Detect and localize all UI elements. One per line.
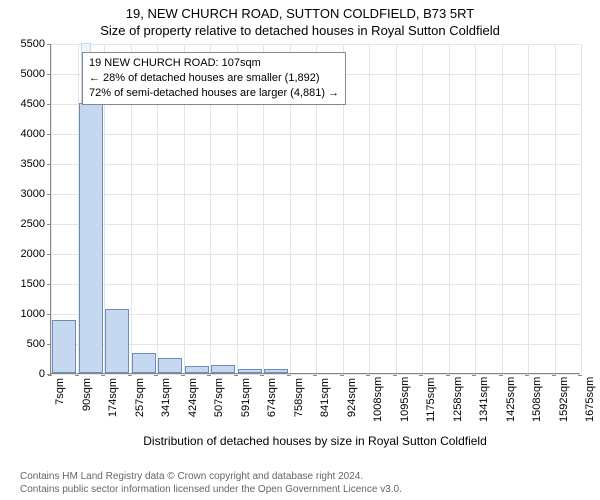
x-tick-label: 1508sqm: [531, 378, 543, 422]
info-line-2: ← 28% of detached houses are smaller (1,…: [89, 71, 339, 86]
x-tick-label: 90sqm: [81, 378, 93, 422]
info-line-3: 72% of semi-detached houses are larger (…: [89, 86, 339, 101]
gridline-v: [396, 44, 397, 373]
page-title: 19, NEW CHURCH ROAD, SUTTON COLDFIELD, B…: [0, 0, 600, 21]
gridline-v: [528, 44, 529, 373]
y-tick-label: 4500: [21, 98, 51, 110]
y-tick-label: 5500: [21, 38, 51, 50]
x-tick-label: 1341sqm: [478, 378, 490, 422]
gridline-v: [475, 44, 476, 373]
x-tick-label: 1008sqm: [372, 378, 384, 422]
y-tick-label: 0: [39, 368, 51, 380]
x-tick-label: 841sqm: [319, 378, 331, 422]
x-tick-label: 758sqm: [293, 378, 305, 422]
gridline-v: [369, 44, 370, 373]
histogram-bar: [158, 358, 182, 373]
gridline-v: [449, 44, 450, 373]
gridline-v: [502, 44, 503, 373]
footer-copyright-1: Contains HM Land Registry data © Crown c…: [20, 471, 363, 482]
x-tick-label: 257sqm: [134, 378, 146, 422]
y-tick-label: 1500: [21, 278, 51, 290]
info-line-1: 19 NEW CHURCH ROAD: 107sqm: [89, 56, 339, 71]
x-tick-label: 507sqm: [213, 378, 225, 422]
histogram-chart: Number of detached properties 0500100015…: [50, 44, 580, 424]
x-tick-label: 341sqm: [160, 378, 172, 422]
x-tick-label: 1675sqm: [584, 378, 596, 422]
y-tick-label: 2000: [21, 248, 51, 260]
histogram-bar: [238, 369, 262, 373]
info-box: 19 NEW CHURCH ROAD: 107sqm ← 28% of deta…: [82, 52, 346, 105]
histogram-bar: [211, 365, 235, 373]
x-tick-label: 924sqm: [346, 378, 358, 422]
y-tick-label: 2500: [21, 218, 51, 230]
histogram-bar: [79, 103, 103, 373]
x-tick-label: 1175sqm: [425, 378, 437, 422]
histogram-bar: [264, 369, 288, 373]
x-axis-label: Distribution of detached houses by size …: [50, 434, 580, 448]
x-tick-label: 1425sqm: [505, 378, 517, 422]
page-subtitle: Size of property relative to detached ho…: [0, 21, 600, 38]
x-tick-label: 674sqm: [266, 378, 278, 422]
x-tick-label: 591sqm: [240, 378, 252, 422]
y-tick-label: 3500: [21, 158, 51, 170]
gridline-v: [555, 44, 556, 373]
footer-copyright-2: Contains public sector information licen…: [20, 484, 402, 495]
x-tick-label: 1095sqm: [399, 378, 411, 422]
histogram-bar: [52, 320, 76, 373]
x-tick-label: 1592sqm: [558, 378, 570, 422]
y-tick-label: 5000: [21, 68, 51, 80]
y-tick-label: 500: [27, 338, 51, 350]
y-tick-label: 4000: [21, 128, 51, 140]
x-tick-label: 174sqm: [107, 378, 119, 422]
x-tick-label: 7sqm: [54, 378, 66, 422]
x-tick-label: 424sqm: [187, 378, 199, 422]
histogram-bar: [105, 309, 129, 373]
histogram-bar: [185, 366, 209, 373]
y-tick-label: 3000: [21, 188, 51, 200]
y-tick-label: 1000: [21, 308, 51, 320]
gridline-v: [581, 44, 582, 373]
gridline-v: [422, 44, 423, 373]
histogram-bar: [132, 353, 156, 373]
x-tick-label: 1258sqm: [452, 378, 464, 422]
